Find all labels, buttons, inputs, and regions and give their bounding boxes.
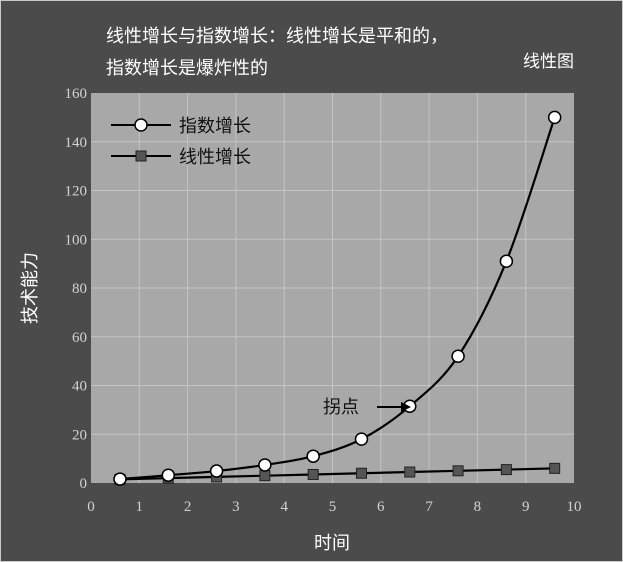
legend-marker-linear (135, 150, 147, 162)
x-tick-label: 9 (522, 499, 530, 515)
x-tick-label: 6 (377, 499, 385, 515)
annotation-label: 拐点 (323, 397, 359, 418)
linear-point (259, 470, 271, 482)
linear-point (307, 468, 319, 480)
exponential-point (209, 464, 224, 478)
x-tick-label: 4 (280, 499, 288, 515)
series-line-linear (119, 467, 555, 481)
exponential-point (113, 472, 127, 486)
linear-point (355, 467, 367, 479)
exponential-point (547, 110, 562, 125)
x-tick-label: 2 (184, 499, 192, 515)
chart-subtitle: 指数增长是爆炸性的 (106, 58, 268, 79)
exponential-point (499, 254, 514, 268)
legend-marker-exponential (134, 118, 148, 132)
y-tick-label: 20 (72, 427, 87, 443)
chart-title: 线性增长与指数增长：线性增长是平和的， (106, 26, 448, 47)
y-tick-label: 160 (65, 86, 88, 102)
x-tick-label: 7 (425, 499, 433, 515)
y-tick-label: 120 (65, 184, 88, 200)
exponential-point (258, 458, 272, 472)
legend-label-linear: 线性增长 (179, 147, 251, 168)
grid-lines (91, 93, 574, 483)
x-tick-label: 0 (87, 499, 95, 515)
x-tick-label: 3 (232, 499, 240, 515)
exponential-point (306, 449, 320, 463)
x-tick-label: 8 (474, 499, 482, 515)
y-tick-label: 40 (72, 379, 87, 395)
series-layer (113, 110, 562, 486)
legend: 指数增长 线性增长 (111, 116, 251, 168)
exponential-point (161, 468, 176, 482)
inflection-annotation: 拐点 (323, 397, 411, 418)
annotation-arrow-head (401, 402, 411, 412)
x-tick-label: 1 (136, 499, 144, 515)
y-tick-label: 100 (65, 232, 88, 248)
x-axis-label: 时间 (314, 533, 350, 554)
corner-label: 线性图 (523, 52, 574, 72)
linear-point (452, 465, 464, 477)
exponential-point (451, 349, 465, 363)
y-tick-label: 0 (80, 476, 88, 492)
linear-point (549, 462, 561, 474)
y-tick-label: 60 (72, 330, 87, 346)
exponential-point (354, 432, 369, 446)
linear-point (500, 464, 512, 476)
y-axis-label: 技术能力 (20, 252, 41, 324)
legend-label-exponential: 指数增长 (179, 116, 251, 137)
linear-point (404, 466, 416, 478)
x-tick-label: 10 (567, 499, 582, 515)
y-tick-label: 80 (72, 281, 87, 297)
y-tick-label: 140 (65, 135, 88, 151)
x-tick-label: 5 (329, 499, 337, 515)
